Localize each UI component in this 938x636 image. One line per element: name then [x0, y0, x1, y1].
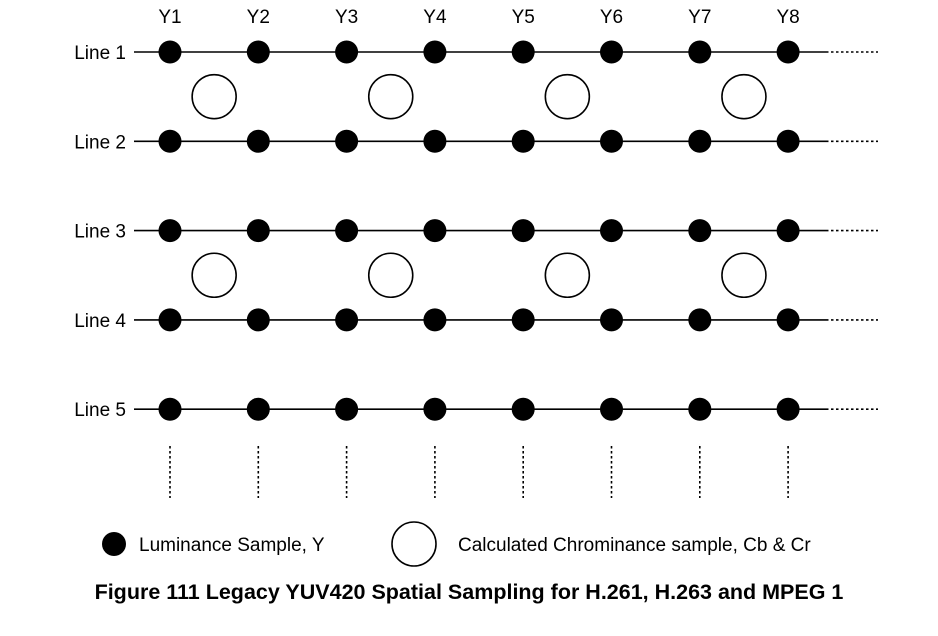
luma-sample-icon	[246, 40, 270, 64]
luma-sample-icon	[423, 40, 447, 64]
luma-sample-icon	[688, 129, 712, 153]
sample-line: Line 1	[74, 40, 878, 64]
chroma-sample-icon	[721, 73, 767, 120]
luma-sample-icon	[600, 129, 623, 153]
column-label: Y4	[423, 7, 447, 28]
column-labels: Y1 Y2 Y3 Y4 Y5 Y6 Y7 Y8	[158, 7, 799, 28]
luma-sample-icon	[511, 219, 535, 243]
line-label: Line 3	[74, 222, 126, 243]
luma-sample-icon	[776, 397, 800, 421]
luma-sample-icon	[600, 219, 623, 243]
column-label: Y5	[512, 7, 535, 28]
luma-sample-icon	[776, 129, 800, 153]
luma-sample-icon	[600, 308, 623, 332]
chroma-sample-icon	[367, 73, 414, 120]
luma-sample-icon	[776, 219, 800, 243]
luma-sample-icon	[600, 397, 623, 421]
luma-sample-icon	[688, 308, 712, 332]
luma-sample-icon	[158, 219, 182, 243]
luma-sample-icon	[158, 40, 182, 64]
column-label: Y8	[776, 7, 799, 28]
luma-sample-icon	[158, 397, 182, 421]
legend-luminance-label: Luminance Sample, Y	[139, 535, 325, 556]
luma-sample-icon	[335, 219, 359, 243]
chroma-sample-icon	[191, 73, 237, 120]
sample-line: Line 2	[74, 129, 878, 153]
luma-sample-icon	[776, 40, 800, 64]
luma-sample-icon	[688, 40, 712, 64]
vertical-continuation	[169, 446, 789, 498]
line-label: Line 2	[74, 132, 126, 153]
luma-sample-icon	[335, 397, 359, 421]
luma-sample-icon	[423, 397, 447, 421]
legend: Luminance Sample, Y Calculated Chrominan…	[102, 521, 811, 567]
sample-lines: Line 1 Line 2 Line 3 Line 4 Line 5	[74, 40, 878, 421]
chroma-sample-icon	[544, 252, 591, 299]
luma-sample-icon	[246, 129, 270, 153]
luma-sample-icon	[511, 40, 535, 64]
line-label: Line 4	[74, 311, 126, 332]
chroma-samples	[191, 73, 767, 299]
luma-sample-icon	[688, 219, 712, 243]
luma-sample-icon	[511, 397, 535, 421]
legend-luma-icon	[102, 532, 126, 556]
luma-sample-icon	[600, 40, 623, 64]
luma-sample-icon	[335, 308, 359, 332]
luma-sample-icon	[511, 308, 535, 332]
luma-sample-icon	[688, 397, 712, 421]
column-label: Y1	[158, 7, 181, 28]
chroma-sample-icon	[544, 73, 591, 120]
column-label: Y3	[335, 7, 358, 28]
luma-sample-icon	[335, 40, 359, 64]
sample-line: Line 5	[74, 397, 878, 421]
chroma-sample-icon	[191, 252, 237, 299]
column-label: Y6	[600, 7, 623, 28]
luma-sample-icon	[511, 129, 535, 153]
legend-chroma-icon	[391, 521, 437, 567]
luma-sample-icon	[423, 308, 447, 332]
luma-sample-icon	[158, 129, 182, 153]
luma-sample-icon	[423, 129, 447, 153]
sample-line: Line 3	[74, 219, 878, 243]
luma-sample-icon	[246, 308, 270, 332]
chroma-sample-icon	[721, 252, 767, 299]
luma-sample-icon	[158, 308, 182, 332]
luma-sample-icon	[246, 397, 270, 421]
sample-line: Line 4	[74, 308, 878, 332]
luma-sample-icon	[423, 219, 447, 243]
luma-sample-icon	[246, 219, 270, 243]
chroma-sample-icon	[367, 252, 414, 299]
luma-sample-icon	[335, 129, 359, 153]
line-label: Line 1	[74, 43, 126, 64]
legend-chrominance-label: Calculated Chrominance sample, Cb & Cr	[458, 535, 811, 556]
column-label: Y2	[247, 7, 270, 28]
line-label: Line 5	[74, 400, 126, 421]
luma-sample-icon	[776, 308, 800, 332]
column-label: Y7	[688, 7, 711, 28]
figure-caption: Figure 111 Legacy YUV420 Spatial Samplin…	[94, 580, 844, 604]
